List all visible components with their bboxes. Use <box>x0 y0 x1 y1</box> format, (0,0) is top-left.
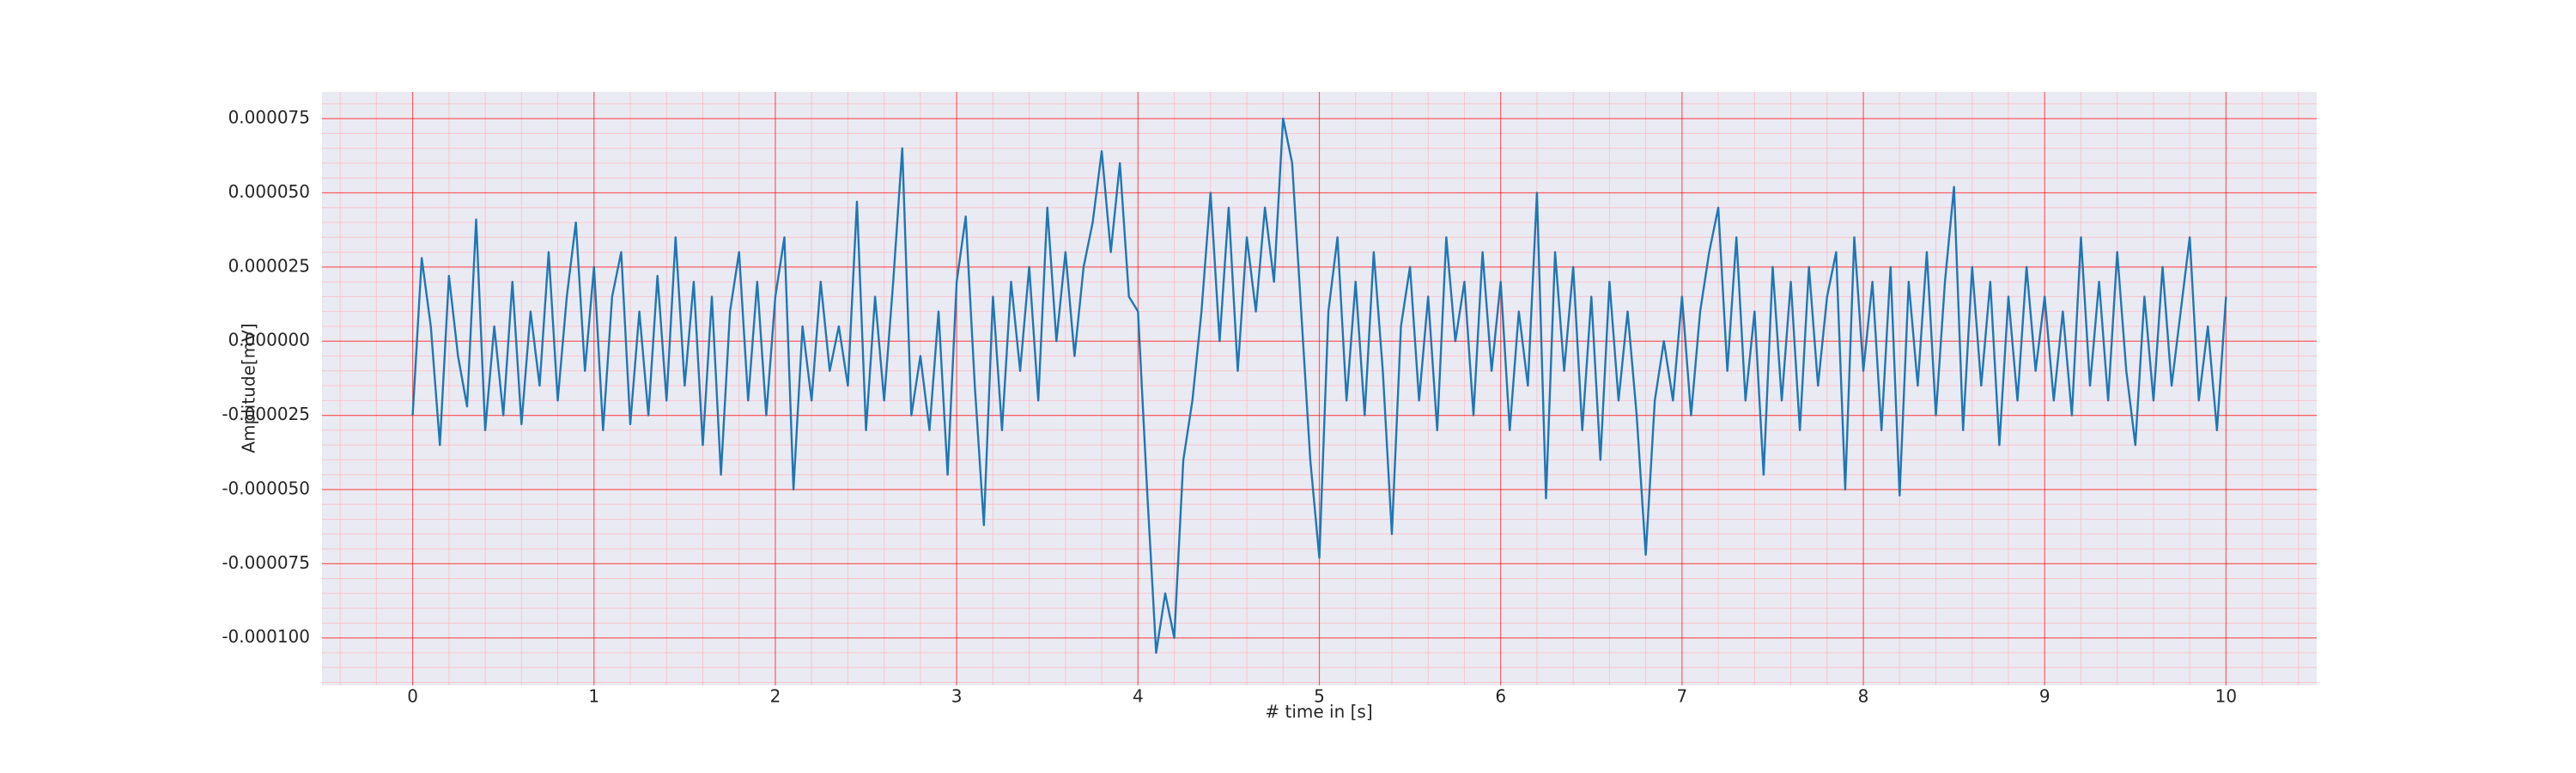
y-tick-label: -0.000075 <box>222 552 310 573</box>
x-tick-label: 4 <box>1133 686 1144 707</box>
x-tick-label: 8 <box>1858 686 1869 707</box>
y-axis-label: Amplitude[mV] <box>239 323 259 453</box>
y-tick-label: 0.000000 <box>228 330 310 350</box>
y-tick-label: 0.000025 <box>228 255 310 276</box>
x-axis-label: # time in [s] <box>1265 702 1372 722</box>
y-tick-label: 0.000075 <box>228 107 310 128</box>
y-tick-label: -0.000050 <box>222 478 310 498</box>
y-tick-label: 0.000050 <box>228 181 310 202</box>
x-tick-label: 5 <box>1314 686 1325 707</box>
signal-line <box>411 117 2227 654</box>
x-tick-label: 6 <box>1495 686 1506 707</box>
x-tick-label: 9 <box>2039 686 2050 707</box>
x-tick-label: 1 <box>588 686 599 707</box>
x-tick-label: 2 <box>770 686 781 707</box>
y-tick-label: -0.000025 <box>222 404 310 424</box>
x-tick-label: 0 <box>407 686 418 707</box>
y-tick-label: -0.000100 <box>222 626 310 647</box>
x-tick-label: 3 <box>951 686 963 707</box>
x-tick-label: 10 <box>2215 686 2237 707</box>
x-tick-label: 7 <box>1676 686 1687 707</box>
